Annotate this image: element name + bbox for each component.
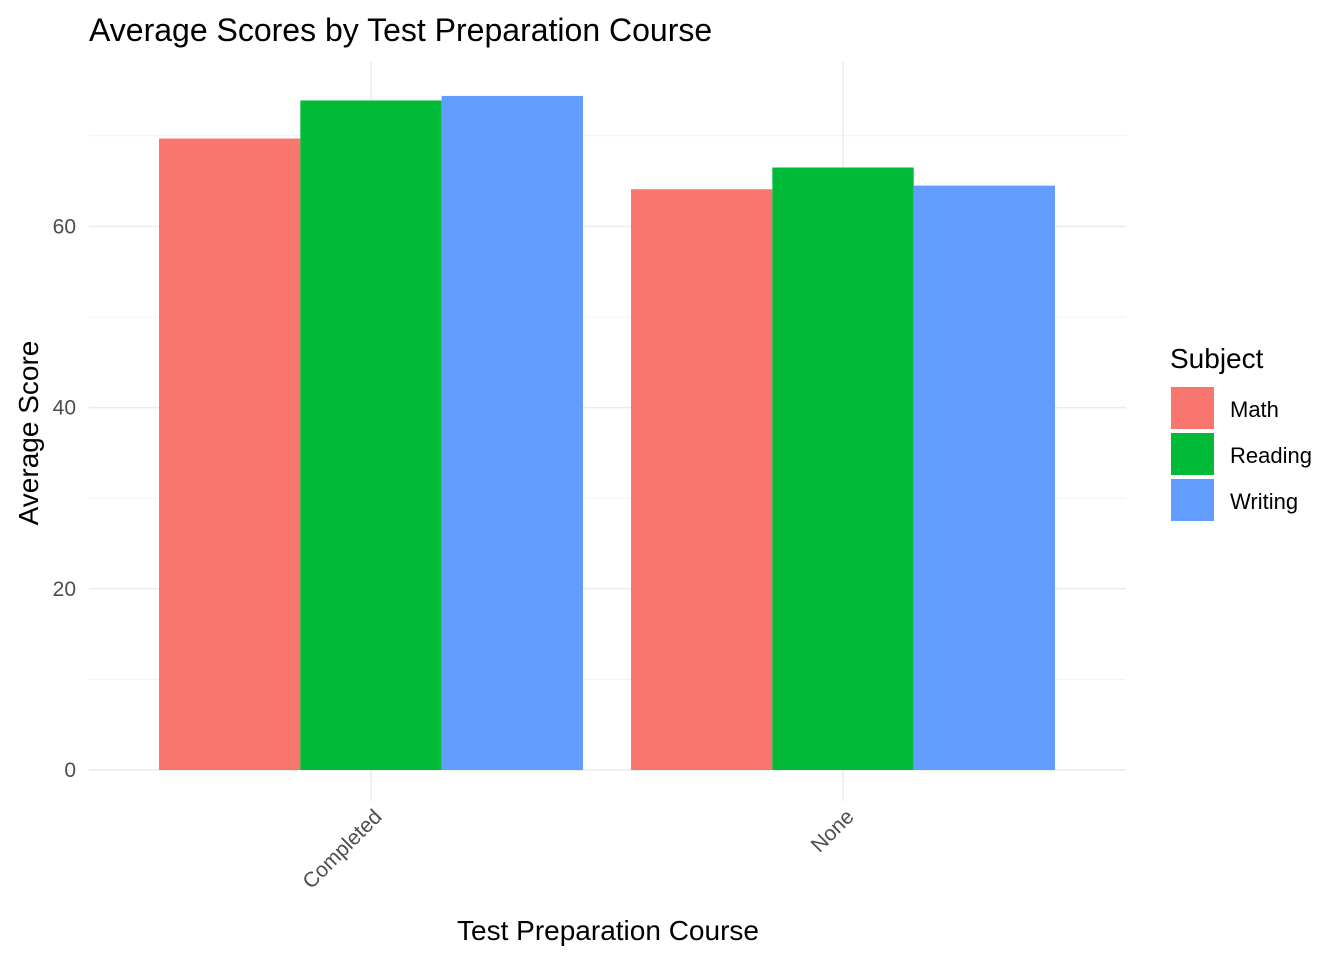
- bar-reading-completed: [300, 100, 442, 770]
- bar-reading-none: [772, 167, 914, 770]
- y-tick-label: 60: [53, 215, 76, 238]
- y-axis-title: Average Score: [13, 341, 44, 526]
- legend-swatch-writing: [1171, 479, 1214, 521]
- bars: [159, 95, 1055, 771]
- legend-swatch-reading: [1171, 433, 1214, 475]
- legend: Subject Math Reading Writing: [1170, 343, 1312, 521]
- y-tick-label: 0: [64, 759, 76, 782]
- legend-label-math: Math: [1230, 397, 1279, 422]
- y-axis-ticks: 0 20 40 60: [53, 215, 76, 782]
- bar-writing-none: [913, 185, 1055, 770]
- bar-writing-completed: [441, 95, 583, 771]
- x-axis-title: Test Preparation Course: [457, 915, 759, 946]
- y-tick-label: 20: [53, 578, 76, 601]
- x-tick-label: Completed: [298, 805, 386, 893]
- legend-label-reading: Reading: [1230, 443, 1312, 468]
- chart-title: Average Scores by Test Preparation Cours…: [89, 12, 712, 48]
- bar-math-completed: [159, 138, 301, 770]
- legend-swatch-math: [1171, 387, 1214, 429]
- legend-title: Subject: [1170, 343, 1264, 374]
- x-axis-ticks: Completed None: [298, 805, 858, 893]
- bar-math-none: [631, 189, 773, 770]
- legend-label-writing: Writing: [1230, 489, 1298, 514]
- y-tick-label: 40: [53, 397, 76, 420]
- x-tick-label: None: [807, 805, 859, 857]
